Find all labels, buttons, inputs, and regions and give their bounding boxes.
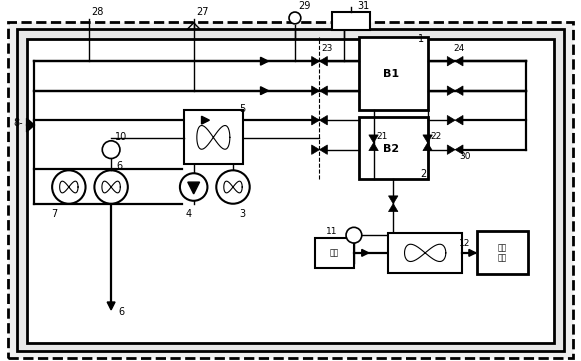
Circle shape bbox=[180, 173, 207, 201]
Text: 23: 23 bbox=[321, 44, 333, 53]
Polygon shape bbox=[455, 145, 463, 155]
Polygon shape bbox=[447, 56, 455, 66]
Polygon shape bbox=[455, 116, 463, 125]
Text: 4: 4 bbox=[186, 209, 192, 218]
Bar bbox=[388, 233, 462, 273]
Text: 22: 22 bbox=[431, 132, 442, 142]
Bar bbox=[477, 231, 528, 274]
Text: 28: 28 bbox=[91, 7, 104, 17]
Text: 3: 3 bbox=[239, 209, 245, 218]
Text: 1: 1 bbox=[418, 34, 424, 44]
Bar bbox=[27, 39, 554, 343]
Circle shape bbox=[94, 170, 128, 204]
Polygon shape bbox=[202, 116, 209, 124]
Circle shape bbox=[346, 227, 362, 243]
Text: 空压: 空压 bbox=[329, 248, 339, 257]
Polygon shape bbox=[389, 196, 398, 204]
Text: 7: 7 bbox=[51, 209, 57, 218]
Text: 10: 10 bbox=[115, 132, 127, 142]
Text: 6: 6 bbox=[118, 307, 124, 317]
Text: 29: 29 bbox=[298, 1, 310, 11]
Text: 8-: 8- bbox=[13, 118, 23, 128]
Polygon shape bbox=[469, 249, 476, 256]
Text: B2: B2 bbox=[383, 144, 399, 154]
Polygon shape bbox=[260, 87, 268, 95]
Polygon shape bbox=[311, 56, 320, 66]
Polygon shape bbox=[311, 145, 320, 155]
Text: 31: 31 bbox=[357, 1, 369, 11]
Polygon shape bbox=[27, 118, 34, 132]
Text: 21: 21 bbox=[376, 132, 388, 142]
Polygon shape bbox=[369, 135, 378, 143]
Polygon shape bbox=[389, 204, 398, 212]
Polygon shape bbox=[320, 56, 327, 66]
Polygon shape bbox=[455, 56, 463, 66]
Text: 27: 27 bbox=[196, 7, 209, 17]
Polygon shape bbox=[320, 116, 327, 125]
Bar bbox=[314, 238, 354, 268]
Polygon shape bbox=[447, 86, 455, 95]
Text: 24: 24 bbox=[453, 44, 464, 53]
Polygon shape bbox=[311, 86, 320, 95]
Bar bbox=[332, 12, 370, 30]
Polygon shape bbox=[447, 145, 455, 155]
Text: 11: 11 bbox=[326, 227, 337, 236]
Text: 6: 6 bbox=[116, 161, 122, 171]
Text: 30: 30 bbox=[459, 152, 471, 161]
Text: 2: 2 bbox=[421, 169, 427, 179]
Circle shape bbox=[216, 170, 250, 204]
Text: B1: B1 bbox=[383, 69, 399, 79]
Polygon shape bbox=[423, 143, 432, 151]
Polygon shape bbox=[188, 182, 200, 194]
Polygon shape bbox=[320, 145, 327, 155]
Polygon shape bbox=[320, 86, 327, 95]
Circle shape bbox=[52, 170, 85, 204]
Polygon shape bbox=[311, 116, 320, 125]
Bar bbox=[359, 117, 428, 179]
Bar bbox=[359, 36, 428, 110]
Polygon shape bbox=[423, 135, 432, 143]
Polygon shape bbox=[107, 302, 115, 310]
Text: 5: 5 bbox=[239, 104, 245, 114]
Polygon shape bbox=[455, 86, 463, 95]
Circle shape bbox=[102, 141, 120, 158]
Polygon shape bbox=[260, 57, 268, 65]
Polygon shape bbox=[362, 249, 369, 256]
Polygon shape bbox=[447, 116, 455, 125]
Polygon shape bbox=[369, 143, 378, 151]
Bar bbox=[184, 110, 243, 164]
Circle shape bbox=[289, 12, 301, 24]
Text: 液氢
产品: 液氢 产品 bbox=[498, 243, 507, 262]
Text: 12: 12 bbox=[459, 239, 471, 248]
